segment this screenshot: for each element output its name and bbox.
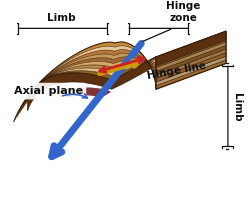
Polygon shape — [156, 56, 226, 86]
Polygon shape — [25, 60, 156, 106]
Text: Hinge line: Hinge line — [147, 61, 207, 81]
Polygon shape — [156, 31, 226, 66]
Text: Limb: Limb — [47, 13, 76, 23]
Polygon shape — [156, 49, 226, 78]
Polygon shape — [14, 42, 156, 122]
Polygon shape — [156, 31, 226, 61]
Polygon shape — [156, 35, 226, 64]
Text: Limb: Limb — [232, 93, 242, 122]
Polygon shape — [26, 57, 156, 104]
Text: Axial plane: Axial plane — [14, 86, 83, 96]
Polygon shape — [28, 57, 156, 110]
Polygon shape — [156, 60, 226, 89]
Polygon shape — [156, 53, 226, 82]
Polygon shape — [156, 42, 226, 71]
Polygon shape — [18, 53, 156, 115]
Polygon shape — [15, 46, 156, 119]
Polygon shape — [156, 45, 226, 75]
Polygon shape — [23, 61, 156, 108]
Text: Hinge
zone: Hinge zone — [166, 1, 201, 23]
Polygon shape — [20, 57, 156, 113]
Polygon shape — [17, 50, 156, 117]
Polygon shape — [22, 60, 156, 110]
Polygon shape — [156, 38, 226, 68]
Polygon shape — [59, 87, 111, 98]
